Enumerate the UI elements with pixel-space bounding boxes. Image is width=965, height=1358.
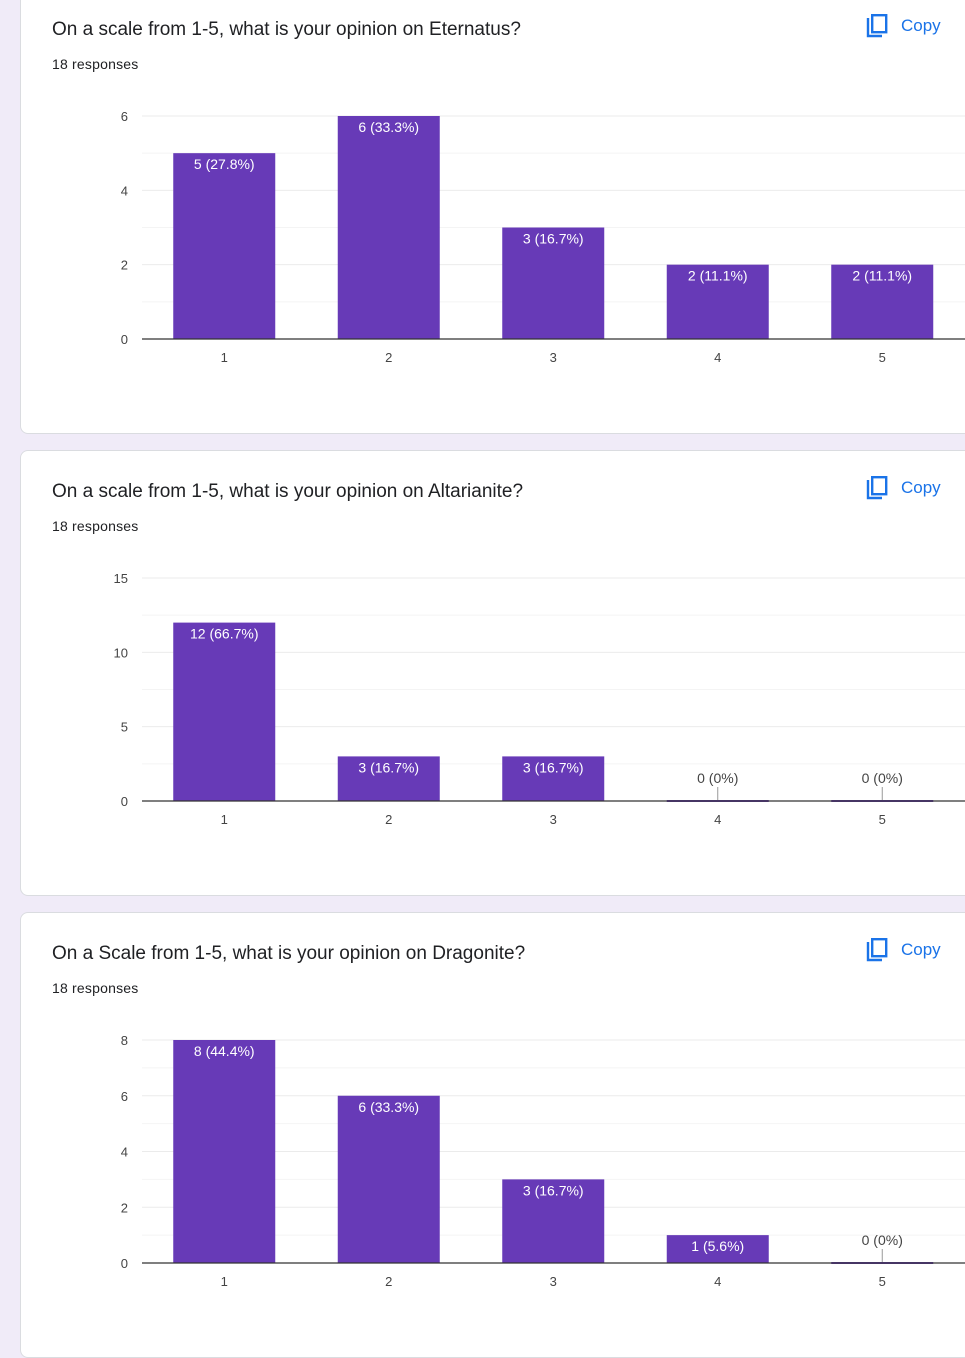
bar (337, 756, 440, 801)
y-tick-label: 4 (121, 1145, 128, 1160)
y-tick-label: 8 (121, 1033, 128, 1048)
x-tick-label: 2 (385, 812, 392, 827)
x-tick-label: 4 (714, 812, 721, 827)
question-title: On a Scale from 1-5, what is your opinio… (52, 943, 526, 964)
question-title: On a scale from 1-5, what is your opinio… (52, 481, 524, 502)
copy-label: Copy (901, 16, 941, 35)
bar-data-label: 3 (16.7%) (523, 231, 584, 247)
bar (666, 264, 769, 339)
y-tick-label: 2 (121, 1200, 128, 1215)
bar (831, 264, 934, 339)
bar (173, 1040, 276, 1263)
bar-data-label: 0 (0%) (862, 770, 903, 786)
bar-chart-eternatus: 0 2 4 6 5 (27.8%) 1 6 (33.3%) 2 3 (16.7%) 3 2 (11.… (121, 109, 965, 365)
copy-chart-button[interactable]: Copy (865, 13, 941, 39)
copy-label: Copy (901, 478, 941, 497)
x-tick-label: 2 (385, 1274, 392, 1289)
response-count: 18 responses (52, 980, 139, 996)
bar (173, 622, 276, 801)
x-tick-label: 1 (221, 812, 228, 827)
bar-data-label: 8 (44.4%) (194, 1043, 255, 1059)
bar (666, 1235, 769, 1263)
bar-data-label: 5 (27.8%) (194, 156, 255, 172)
y-tick-label: 6 (121, 1089, 128, 1104)
bar-data-label: 3 (16.7%) (358, 759, 419, 775)
y-tick-label: 0 (121, 1256, 128, 1271)
bar-data-label: 0 (0%) (697, 770, 738, 786)
bar-data-label: 2 (11.1%) (688, 268, 748, 284)
bar-data-label: 0 (0%) (862, 1232, 903, 1248)
y-tick-label: 5 (121, 720, 128, 735)
bar-data-label: 3 (16.7%) (523, 759, 584, 775)
y-tick-label: 4 (121, 183, 128, 198)
x-tick-label: 5 (879, 812, 886, 827)
bar-data-label: 1 (5.6%) (691, 1238, 744, 1254)
copy-icon (866, 476, 888, 500)
x-tick-label: 3 (550, 350, 557, 365)
bar (502, 227, 605, 339)
copy-chart-button[interactable]: Copy (865, 475, 941, 501)
response-count: 18 responses (52, 56, 139, 72)
question-title: On a scale from 1-5, what is your opinio… (52, 19, 521, 40)
copy-label: Copy (901, 940, 941, 959)
bar (337, 1095, 440, 1263)
y-tick-label: 10 (114, 645, 128, 660)
x-tick-label: 1 (221, 350, 228, 365)
bar (337, 116, 440, 339)
bar-chart-altarianite: 0 5 10 15 12 (66.7%) 1 3 (16.7%) 2 3 (16.7%) 3 0 (… (114, 571, 965, 827)
bar-data-label: 12 (66.7%) (190, 626, 258, 642)
x-tick-label: 2 (385, 350, 392, 365)
bar (502, 1179, 605, 1263)
bar (502, 756, 605, 801)
x-tick-label: 3 (550, 812, 557, 827)
copy-chart-button[interactable]: Copy (865, 937, 941, 963)
y-tick-label: 0 (121, 332, 128, 347)
bar-data-label: 2 (11.1%) (852, 268, 912, 284)
x-tick-label: 5 (879, 1274, 886, 1289)
bar-chart-dragonite: 0 2 4 6 8 8 (44.4%) 1 6 (33.3%) 2 3 (16.7%) 3 1 (5.… (121, 1033, 965, 1289)
question-card-dragonite: On a Scale from 1-5, what is your opinio… (20, 912, 965, 1358)
bar-data-label: 6 (33.3%) (358, 119, 419, 135)
copy-icon (866, 14, 888, 38)
x-tick-label: 4 (714, 1274, 721, 1289)
y-tick-label: 15 (114, 571, 128, 586)
y-tick-label: 0 (121, 794, 128, 809)
x-tick-label: 5 (879, 350, 886, 365)
y-tick-label: 2 (121, 258, 128, 273)
bar-data-label: 6 (33.3%) (358, 1099, 419, 1115)
copy-icon (866, 938, 888, 962)
x-tick-label: 3 (550, 1274, 557, 1289)
bar-data-label: 3 (16.7%) (523, 1182, 584, 1198)
x-tick-label: 4 (714, 350, 721, 365)
x-tick-label: 1 (221, 1274, 228, 1289)
y-tick-label: 6 (121, 109, 128, 124)
bar (173, 153, 276, 339)
response-count: 18 responses (52, 518, 139, 534)
